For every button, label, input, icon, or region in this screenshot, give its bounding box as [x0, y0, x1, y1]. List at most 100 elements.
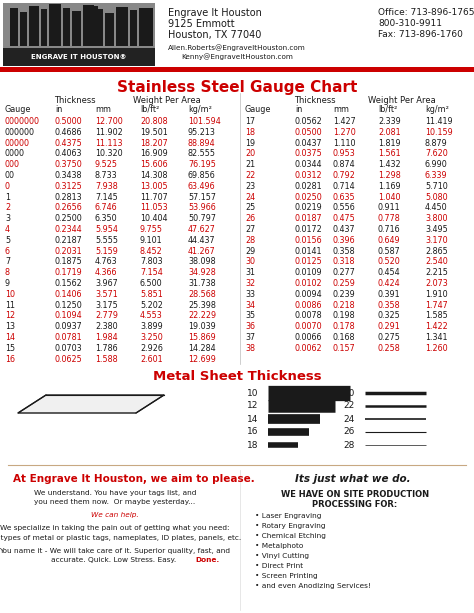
- Text: 0.0125: 0.0125: [295, 257, 323, 267]
- Text: 12: 12: [246, 402, 258, 411]
- Text: 4: 4: [5, 225, 10, 234]
- Text: 0.277: 0.277: [333, 268, 356, 277]
- Text: 37: 37: [245, 333, 255, 342]
- Text: 14.308: 14.308: [140, 171, 167, 180]
- Text: mm: mm: [333, 105, 349, 114]
- Text: 0.275: 0.275: [378, 333, 401, 342]
- Text: 28: 28: [245, 236, 255, 245]
- Text: Thickness: Thickness: [294, 96, 336, 105]
- Text: 24: 24: [344, 414, 355, 424]
- Text: 9.755: 9.755: [140, 225, 163, 234]
- Text: 3.571: 3.571: [95, 290, 118, 299]
- Text: 76.195: 76.195: [188, 160, 216, 169]
- Text: 0.0066: 0.0066: [295, 333, 322, 342]
- Text: 0.0094: 0.0094: [295, 290, 323, 299]
- Text: 0.325: 0.325: [378, 311, 401, 321]
- Text: 0.157: 0.157: [333, 344, 356, 353]
- FancyBboxPatch shape: [49, 4, 61, 46]
- Text: 32: 32: [245, 279, 255, 288]
- Text: 27: 27: [245, 225, 255, 234]
- Text: 6.339: 6.339: [425, 171, 447, 180]
- Text: At Engrave It Houston, we aim to please.: At Engrave It Houston, we aim to please.: [13, 474, 258, 484]
- Text: 0.1875: 0.1875: [55, 257, 83, 267]
- Text: • Metalphoto: • Metalphoto: [255, 543, 303, 549]
- Text: 38.098: 38.098: [188, 257, 216, 267]
- Text: 0.2031: 0.2031: [55, 246, 82, 256]
- Text: 0.437: 0.437: [333, 225, 356, 234]
- Text: 0.0062: 0.0062: [295, 344, 323, 353]
- Text: 0.358: 0.358: [378, 300, 401, 310]
- Text: 22.229: 22.229: [188, 311, 216, 321]
- Text: 6.990: 6.990: [425, 160, 448, 169]
- Text: 6.350: 6.350: [95, 214, 118, 223]
- Text: 34: 34: [245, 300, 255, 310]
- Text: Metal Sheet Thickness: Metal Sheet Thickness: [153, 370, 321, 383]
- Text: 0.258: 0.258: [378, 344, 401, 353]
- Text: • Vinyl Cutting: • Vinyl Cutting: [255, 553, 309, 559]
- Text: 10.320: 10.320: [95, 150, 123, 158]
- Text: • Rotary Engraving: • Rotary Engraving: [255, 523, 326, 529]
- Text: 19.039: 19.039: [188, 322, 216, 331]
- Text: 17: 17: [245, 117, 255, 126]
- Text: 2.081: 2.081: [378, 128, 401, 137]
- Text: lb/ft²: lb/ft²: [140, 105, 159, 114]
- Text: 1.786: 1.786: [95, 344, 118, 353]
- Text: 1.341: 1.341: [425, 333, 447, 342]
- Text: kg/m²: kg/m²: [425, 105, 449, 114]
- Text: 0.0250: 0.0250: [295, 192, 323, 202]
- Text: 0.4686: 0.4686: [55, 128, 82, 137]
- Text: 9.101: 9.101: [140, 236, 163, 245]
- FancyBboxPatch shape: [20, 12, 27, 46]
- Text: 8.879: 8.879: [425, 139, 448, 148]
- Text: 20: 20: [344, 389, 355, 397]
- Text: 20: 20: [245, 150, 255, 158]
- Text: 0.475: 0.475: [333, 214, 356, 223]
- Text: We understand. You have your tags list, and: We understand. You have your tags list, …: [34, 490, 196, 496]
- Text: 0.2187: 0.2187: [55, 236, 83, 245]
- Text: 0.649: 0.649: [378, 236, 401, 245]
- Text: 8: 8: [5, 268, 10, 277]
- Text: 19: 19: [245, 139, 255, 148]
- Text: Its just what we do.: Its just what we do.: [295, 474, 410, 484]
- Text: 00: 00: [5, 171, 15, 180]
- FancyBboxPatch shape: [139, 8, 153, 46]
- Text: 1.984: 1.984: [95, 333, 118, 342]
- Text: WE HAVE ON SITE PRODUCTION: WE HAVE ON SITE PRODUCTION: [281, 490, 429, 499]
- Text: 1.747: 1.747: [425, 300, 448, 310]
- Text: 0.874: 0.874: [333, 160, 356, 169]
- Text: Thickness: Thickness: [54, 96, 96, 105]
- FancyBboxPatch shape: [130, 10, 137, 46]
- Text: mm: mm: [95, 105, 111, 114]
- Text: 1.432: 1.432: [378, 160, 401, 169]
- Text: 0.0141: 0.0141: [295, 246, 322, 256]
- FancyBboxPatch shape: [3, 3, 155, 66]
- Text: 14: 14: [246, 414, 258, 424]
- Text: 0.0070: 0.0070: [295, 322, 323, 331]
- Text: 31.738: 31.738: [188, 279, 216, 288]
- Text: kg/m²: kg/m²: [188, 105, 212, 114]
- Text: 1.110: 1.110: [333, 139, 356, 148]
- Text: 13.005: 13.005: [140, 182, 168, 191]
- Text: 10.404: 10.404: [140, 214, 167, 223]
- Text: 0.2344: 0.2344: [55, 225, 82, 234]
- Text: 3.495: 3.495: [425, 225, 448, 234]
- Text: 1.910: 1.910: [425, 290, 447, 299]
- Text: 31: 31: [245, 268, 255, 277]
- Text: 20.808: 20.808: [140, 117, 168, 126]
- Text: 15.606: 15.606: [140, 160, 168, 169]
- Text: • Direct Print: • Direct Print: [255, 563, 303, 569]
- Text: 14: 14: [5, 333, 15, 342]
- Text: 0.556: 0.556: [333, 204, 356, 212]
- Text: 0.259: 0.259: [333, 279, 356, 288]
- Text: 7.938: 7.938: [95, 182, 118, 191]
- Text: 0.1094: 0.1094: [55, 311, 82, 321]
- Text: 5.954: 5.954: [95, 225, 118, 234]
- FancyBboxPatch shape: [83, 5, 94, 46]
- Text: Kenny@EngraveItHouston.com: Kenny@EngraveItHouston.com: [181, 53, 293, 59]
- Text: 11: 11: [5, 300, 15, 310]
- Text: 3.800: 3.800: [425, 214, 447, 223]
- Text: 38: 38: [245, 344, 255, 353]
- Text: 16: 16: [246, 427, 258, 436]
- Text: 0000: 0000: [5, 150, 25, 158]
- Text: 4.366: 4.366: [95, 268, 118, 277]
